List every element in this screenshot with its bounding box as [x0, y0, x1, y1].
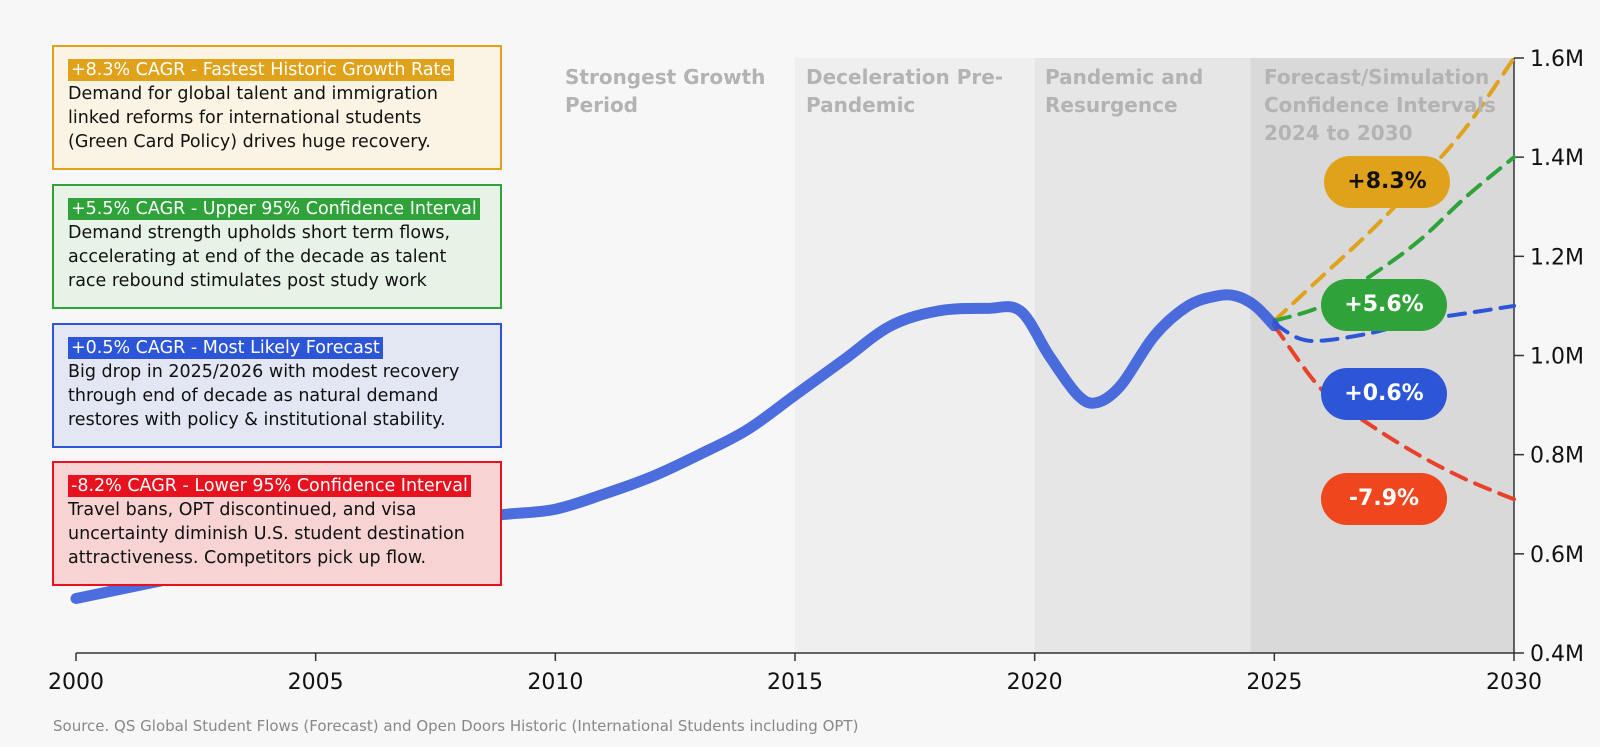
annotation-header: +5.5% CAGR - Upper 95% Confidence Interv… — [68, 198, 480, 220]
annotation-header: +8.3% CAGR - Fastest Historic Growth Rat… — [68, 59, 455, 81]
annotation-body: Travel bans, OPT discontinued, and visa … — [68, 500, 465, 568]
y-tick-label: 0.6M — [1530, 543, 1584, 568]
annotation-header: -8.2% CAGR - Lower 95% Confidence Interv… — [68, 475, 471, 497]
pill-plus-5-6: +5.6% — [1321, 279, 1447, 331]
x-tick-label: 2030 — [1486, 670, 1542, 695]
band-label-strongest-growth: Strongest Growth Period — [565, 65, 766, 117]
x-tick-label: 2025 — [1246, 670, 1302, 695]
x-tick-label: 2015 — [767, 670, 823, 695]
pill-minus-7-9: -7.9% — [1321, 473, 1447, 525]
axes: 2000 2005 2010 2015 2020 2025 2030 0.4M 0.6M 0.8M… — [48, 47, 1584, 695]
y-tick-label: 1.2M — [1530, 245, 1584, 270]
forecast-line-1 — [1272, 155, 1516, 323]
annotation-body: Demand for global talent and immigration… — [68, 84, 438, 152]
band-3 — [1250, 58, 1514, 653]
annotation-fastest-growth: +8.3% CAGR - Fastest Historic Growth Rat… — [52, 45, 502, 170]
x-tick-label: 2000 — [48, 670, 104, 695]
annotation-most-likely: +0.5% CAGR - Most Likely Forecast Big dr… — [52, 323, 502, 448]
y-tick-label: 1.0M — [1530, 345, 1584, 370]
pill-plus-0-6: +0.6% — [1321, 368, 1447, 420]
x-tick-label: 2010 — [527, 670, 583, 695]
band-label-forecast: Forecast/Simulation Confidence Intervals… — [1264, 65, 1496, 145]
pill-plus-8-3: +8.3% — [1324, 156, 1450, 208]
source-note: Source. QS Global Student Flows (Forecas… — [53, 717, 859, 735]
x-tick-label: 2020 — [1007, 670, 1063, 695]
y-tick-label: 0.8M — [1530, 444, 1584, 469]
band-1 — [795, 58, 1035, 653]
annotation-header: +0.5% CAGR - Most Likely Forecast — [68, 337, 383, 359]
forecast-line-2 — [1272, 303, 1516, 343]
band-label-deceleration: Deceleration Pre-Pandemic — [806, 65, 1004, 117]
y-tick-label: 1.4M — [1530, 146, 1584, 171]
band-label-pandemic: Pandemic and Resurgence — [1045, 65, 1204, 117]
forecast-line-3 — [1272, 323, 1516, 502]
x-tick-label: 2005 — [288, 670, 344, 695]
annotation-body: Big drop in 2025/2026 with modest recove… — [68, 362, 460, 430]
annotation-body: Demand strength upholds short term flows… — [68, 223, 451, 291]
annotation-lower-ci: -8.2% CAGR - Lower 95% Confidence Interv… — [52, 461, 502, 586]
y-tick-label: 1.6M — [1530, 47, 1584, 72]
y-tick-label: 0.4M — [1530, 642, 1584, 667]
annotation-upper-ci: +5.5% CAGR - Upper 95% Confidence Interv… — [52, 184, 502, 309]
